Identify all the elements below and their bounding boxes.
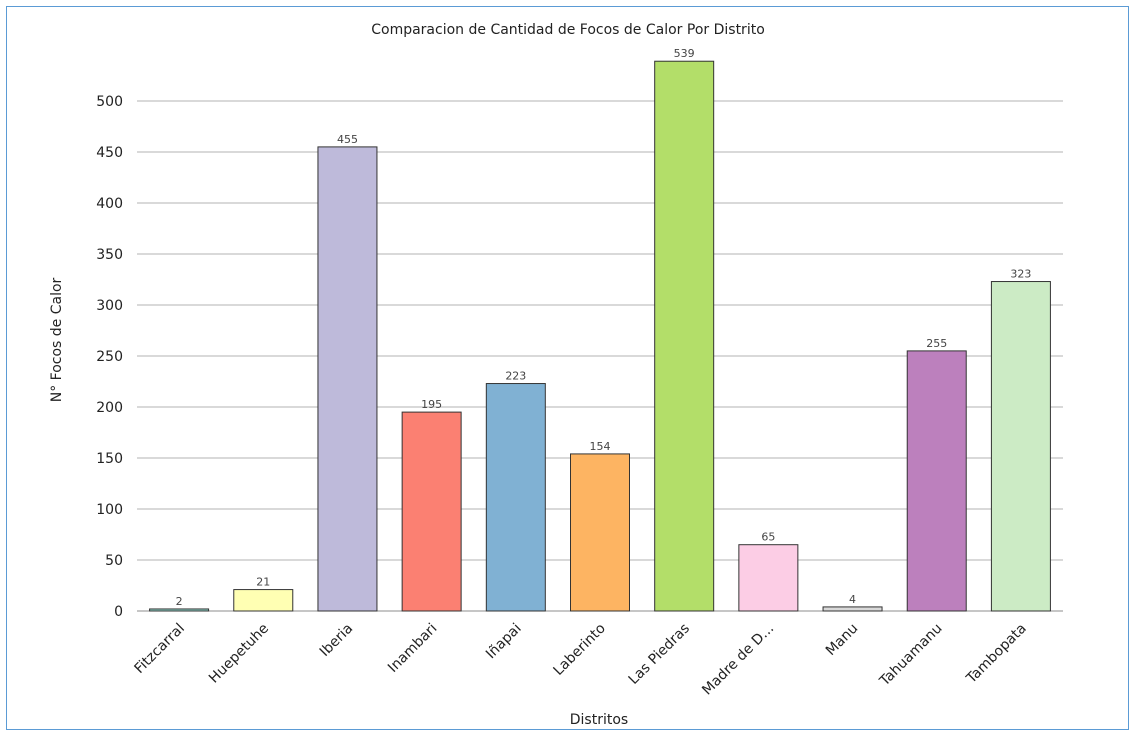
bar bbox=[318, 147, 377, 611]
data-label: 4 bbox=[849, 593, 856, 606]
x-tick-label: Las Piedras bbox=[626, 621, 693, 688]
bar bbox=[655, 61, 714, 611]
y-tick-label: 50 bbox=[105, 553, 123, 569]
data-label: 323 bbox=[1010, 268, 1031, 281]
x-tick-label: Huepetuhe bbox=[206, 621, 272, 687]
data-label: 21 bbox=[256, 576, 270, 589]
y-tick-label: 200 bbox=[96, 400, 123, 416]
y-tick-label: 250 bbox=[96, 349, 123, 365]
y-tick-label: 150 bbox=[96, 451, 123, 467]
data-label: 195 bbox=[421, 398, 442, 411]
y-axis-ticks: 0 50 100 150 200 250 300 350 400 450 500 bbox=[96, 94, 123, 620]
x-tick-label: Tahuamanu bbox=[876, 621, 945, 690]
x-axis-title: Distritos bbox=[570, 712, 628, 728]
data-label: 154 bbox=[590, 440, 611, 453]
y-tick-label: 450 bbox=[96, 145, 123, 161]
x-axis-ticks: Fitzcarral Huepetuhe Iberia Inambari Iñapai L… bbox=[132, 621, 1030, 699]
bar bbox=[739, 545, 798, 611]
chart-title: Comparacion de Cantidad de Focos de Calo… bbox=[371, 22, 765, 38]
x-tick-label: Inambari bbox=[385, 621, 440, 676]
y-tick-label: 400 bbox=[96, 196, 123, 212]
x-tick-label: Madre de D... bbox=[699, 621, 777, 699]
bar bbox=[991, 282, 1050, 611]
data-label: 2 bbox=[176, 595, 183, 608]
x-tick-label: Tambopata bbox=[963, 621, 1030, 688]
y-tick-label: 0 bbox=[114, 604, 123, 620]
data-label: 455 bbox=[337, 133, 358, 146]
y-tick-label: 300 bbox=[96, 298, 123, 314]
x-tick-label: Laberinto bbox=[551, 621, 609, 679]
y-tick-label: 500 bbox=[96, 94, 123, 110]
x-tick-label: Manu bbox=[823, 621, 861, 659]
bar bbox=[402, 412, 461, 611]
bar bbox=[150, 609, 209, 611]
bar bbox=[571, 454, 630, 611]
bar bbox=[907, 351, 966, 611]
data-label: 223 bbox=[505, 370, 526, 383]
data-label: 539 bbox=[674, 47, 695, 60]
bar bbox=[823, 607, 882, 611]
x-tick-label: Iñapai bbox=[483, 621, 525, 663]
y-tick-label: 100 bbox=[96, 502, 123, 518]
bars bbox=[150, 61, 1051, 611]
x-tick-label: Fitzcarral bbox=[132, 621, 188, 677]
data-label: 65 bbox=[761, 531, 775, 544]
bar bbox=[486, 384, 545, 611]
bar bbox=[234, 590, 293, 611]
y-tick-label: 350 bbox=[96, 247, 123, 263]
x-tick-label: Iberia bbox=[317, 621, 356, 660]
y-axis-title: N° Focos de Calor bbox=[49, 277, 65, 402]
data-label: 255 bbox=[926, 337, 947, 350]
